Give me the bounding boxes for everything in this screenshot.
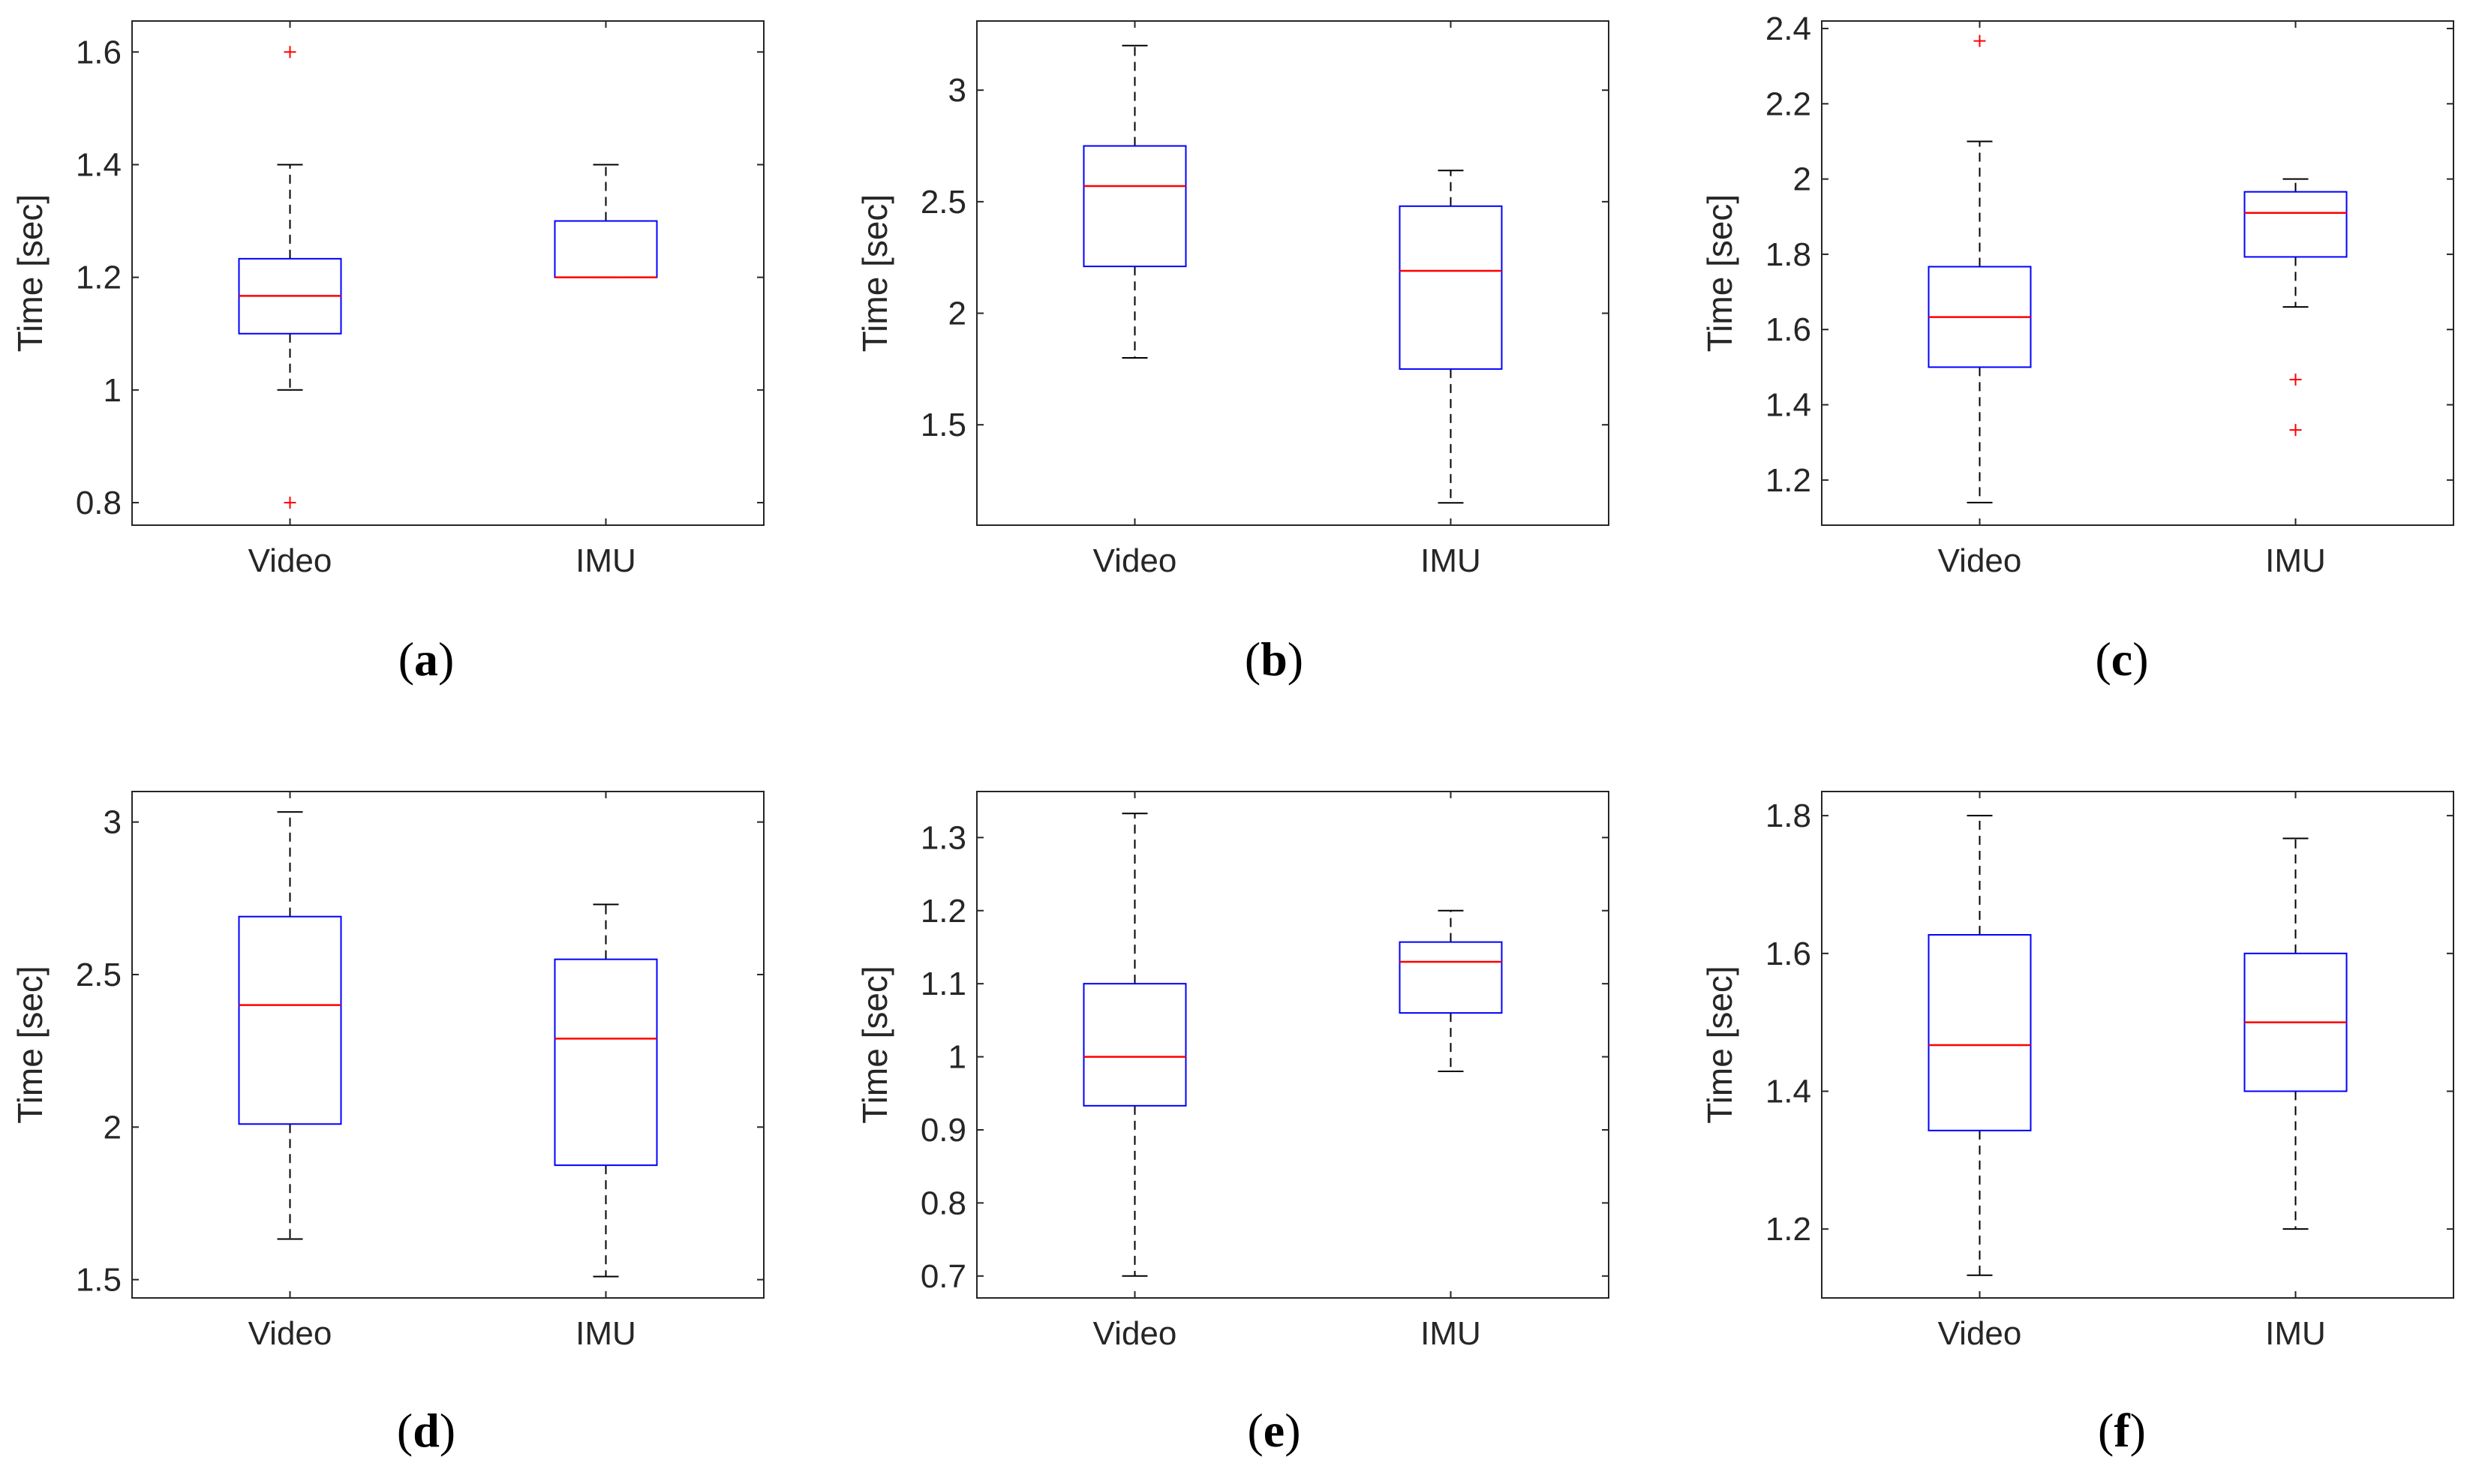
box-imu	[1399, 909, 1503, 1073]
iqr-box	[2243, 191, 2348, 258]
x-tick-label: IMU	[1420, 542, 1481, 579]
y-tick-label: 2.5	[921, 184, 966, 221]
iqr-box	[1928, 934, 2032, 1131]
chart-panel: 1.2 1.4 1.6 1.8 2 2.2 2.4 Video IMU Time [sec] (c)	[1700, 11, 2454, 686]
y-tick-label: 1	[948, 1039, 966, 1076]
y-tick-label: 1.8	[1765, 236, 1811, 273]
x-tick-label: IMU	[2265, 1315, 2326, 1352]
box-video	[1928, 35, 2032, 503]
iqr-box	[1399, 205, 1503, 370]
y-axis-label: Time [sec]	[855, 966, 894, 1123]
y-tick-label: 1	[104, 372, 122, 409]
box-video	[1083, 813, 1187, 1277]
y-tick-label: 2.2	[1765, 86, 1811, 122]
x-tick-label: IMU	[575, 542, 636, 579]
axes-frame	[131, 20, 765, 526]
x-tick-label: Video	[1093, 1315, 1177, 1352]
axes-frame	[1821, 20, 2454, 526]
panel-label: (a)	[398, 632, 455, 686]
y-axis-label: Time [sec]	[1700, 194, 1739, 352]
iqr-box	[1083, 145, 1187, 268]
y-tick-label: 3	[104, 804, 122, 841]
y-axis-label: Time [sec]	[11, 194, 50, 352]
y-tick-label: 3	[948, 72, 966, 109]
x-tick-label: Video	[1938, 542, 2022, 579]
y-tick-label: 0.7	[921, 1258, 966, 1295]
box-imu	[2243, 837, 2348, 1230]
iqr-box	[1399, 941, 1503, 1014]
x-tick-label: IMU	[575, 1315, 636, 1352]
y-tick-label: 1.6	[76, 34, 122, 71]
y-tick-label: 2	[104, 1109, 122, 1146]
x-tick-label: Video	[1938, 1315, 2022, 1352]
y-tick-label: 1.4	[1765, 387, 1811, 424]
y-tick-label: 1.2	[1765, 462, 1811, 499]
y-tick-label: 1.4	[76, 146, 122, 183]
y-tick-label: 1.2	[921, 893, 966, 930]
chart-panel: 1.5 2 2.5 3 Video IMU Time [sec] (d)	[11, 791, 765, 1457]
iqr-box	[1083, 983, 1187, 1107]
y-tick-label: 0.9	[921, 1112, 966, 1149]
iqr-box	[554, 958, 658, 1167]
panel-label: (e)	[1247, 1404, 1300, 1457]
y-tick-label: 1.3	[921, 819, 966, 856]
y-tick-label: 1.4	[1765, 1073, 1811, 1110]
box-video	[1928, 815, 2032, 1276]
y-axis-label: Time [sec]	[1700, 966, 1739, 1123]
panel-label: (b)	[1245, 632, 1303, 686]
axes-frame	[1821, 791, 2454, 1299]
box-video	[238, 46, 342, 509]
outlier-marker	[2289, 424, 2302, 437]
chart-panel: 1.2 1.4 1.6 1.8 Video IMU Time [sec] (f)	[1700, 791, 2454, 1457]
outlier-marker	[284, 496, 296, 509]
outlier-marker	[2289, 373, 2302, 386]
box-imu	[1399, 170, 1503, 504]
axes-frame	[976, 791, 1609, 1299]
y-tick-label: 1.8	[1765, 798, 1811, 834]
outlier-marker	[284, 46, 296, 59]
y-tick-label: 1.2	[76, 260, 122, 296]
x-tick-label: IMU	[1420, 1315, 1481, 1352]
y-tick-label: 1.6	[1765, 311, 1811, 348]
box-video	[1083, 44, 1187, 359]
y-tick-label: 1.2	[1765, 1211, 1811, 1248]
x-tick-label: Video	[248, 542, 332, 579]
box-imu	[554, 164, 658, 278]
x-tick-label: IMU	[2265, 542, 2326, 579]
chart-panel: 0.7 0.8 0.9 1 1.1 1.2 1.3 Video IMU Time [sec] (e)	[855, 791, 1609, 1457]
chart-panel: 1.5 2 2.5 3 Video IMU Time [sec] (b)	[855, 20, 1609, 686]
y-tick-label: 2	[1793, 161, 1811, 198]
axes-frame	[976, 20, 1609, 526]
panel-label: (f)	[2098, 1404, 2146, 1457]
y-tick-label: 1.6	[1765, 936, 1811, 972]
box-video	[238, 811, 342, 1240]
outlier-marker	[1973, 35, 1986, 47]
chart-panel: 0.8 1 1.2 1.4 1.6 Video IMU Time [sec] (a)	[11, 20, 765, 686]
x-tick-label: Video	[248, 1315, 332, 1352]
y-tick-label: 1.1	[921, 966, 966, 1002]
y-tick-label: 2	[948, 296, 966, 332]
y-tick-label: 2.5	[76, 957, 122, 993]
y-tick-label: 1.5	[76, 1262, 122, 1299]
y-axis-label: Time [sec]	[11, 966, 50, 1123]
y-tick-label: 0.8	[76, 485, 122, 521]
iqr-box	[554, 220, 658, 278]
y-axis-label: Time [sec]	[855, 194, 894, 352]
panel-label: (c)	[2095, 632, 2148, 686]
panel-label: (d)	[397, 1404, 455, 1457]
y-tick-label: 2.4	[1765, 11, 1811, 47]
y-tick-label: 0.8	[921, 1185, 966, 1221]
axes-frame	[131, 791, 765, 1299]
y-tick-label: 1.5	[921, 407, 966, 443]
x-tick-label: Video	[1093, 542, 1177, 579]
iqr-box	[238, 915, 342, 1125]
box-imu	[554, 903, 658, 1278]
box-imu	[2243, 178, 2348, 437]
